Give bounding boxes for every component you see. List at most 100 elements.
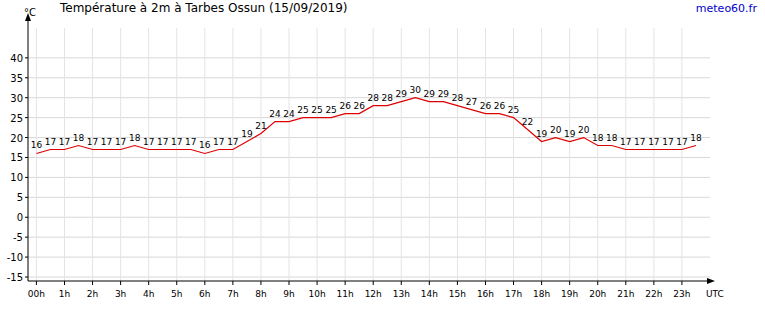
x-tick — [260, 281, 261, 285]
y-tick-label: 20 — [10, 133, 23, 144]
data-label: 27 — [466, 97, 477, 107]
y-axis — [28, 18, 29, 281]
x-grid — [120, 28, 121, 281]
x-tick-label: 8h — [255, 289, 266, 299]
y-grid — [28, 77, 710, 78]
x-grid — [457, 28, 458, 281]
y-tick-label: -10 — [7, 252, 23, 263]
x-axis — [28, 281, 710, 282]
y-grid — [28, 197, 710, 198]
y-tick-label: 30 — [10, 93, 23, 104]
data-label: 17 — [620, 137, 631, 147]
x-tick-label: 16h — [477, 289, 494, 299]
x-tick — [148, 281, 149, 285]
x-tick — [289, 281, 290, 285]
data-label: 18 — [73, 133, 85, 143]
data-label: 17 — [634, 137, 645, 147]
data-label: 30 — [410, 85, 422, 95]
x-tick-label: 14h — [421, 289, 438, 299]
title: Température à 2m à Tarbes Ossun (15/09/2… — [59, 1, 348, 15]
y-label: °C — [24, 7, 36, 18]
y-grid — [28, 237, 710, 238]
data-label: 17 — [213, 137, 224, 147]
x-grid — [232, 28, 233, 281]
y-grid — [28, 277, 710, 278]
data-label: 17 — [157, 137, 168, 147]
y-tick-label: -5 — [13, 232, 23, 243]
x-tick-label: 17h — [505, 289, 522, 299]
x-grid — [541, 28, 542, 281]
data-label: 17 — [45, 137, 56, 147]
x-axis-arrow — [707, 278, 715, 284]
data-label: 25 — [297, 105, 308, 115]
temperature-line — [36, 98, 696, 154]
x-tick — [681, 281, 682, 285]
x-tick — [541, 281, 542, 285]
x-tick-label: 10h — [309, 289, 326, 299]
data-label: 17 — [87, 137, 98, 147]
x-tick — [373, 281, 374, 285]
x-tick-label: 23h — [673, 289, 690, 299]
x-tick — [429, 281, 430, 285]
x-grid — [513, 28, 514, 281]
x-tick-label: 11h — [337, 289, 354, 299]
data-label: 28 — [452, 93, 464, 103]
data-label: 18 — [129, 133, 141, 143]
data-label: 29 — [396, 89, 408, 99]
x-tick-label: 19h — [561, 289, 578, 299]
data-label: 25 — [325, 105, 336, 115]
data-label: 19 — [241, 129, 253, 139]
data-label: 19 — [536, 129, 548, 139]
x-tick — [317, 281, 318, 285]
chart: -15-10-5051015202530354000h1h2h3h4h5h6h7… — [0, 0, 765, 320]
data-label: 22 — [522, 117, 533, 127]
x-tick-label: 2h — [87, 289, 98, 299]
data-label: 21 — [255, 121, 266, 131]
x-tick-label: 12h — [365, 289, 382, 299]
x-grid — [569, 28, 570, 281]
x-tick-label: 7h — [227, 289, 238, 299]
y-grid — [28, 117, 710, 118]
data-label: 24 — [269, 109, 281, 119]
x-tick-label: 1h — [59, 289, 70, 299]
x-tick — [92, 281, 93, 285]
data-label: 17 — [676, 137, 687, 147]
x-tick-label: 22h — [645, 289, 662, 299]
x-tick — [176, 281, 177, 285]
y-grid — [28, 157, 710, 158]
y-grid — [28, 257, 710, 258]
data-label: 20 — [550, 125, 562, 135]
y-tick-label: 25 — [10, 113, 23, 124]
data-label: 17 — [59, 137, 70, 147]
x-grid — [401, 28, 402, 281]
x-tick-label: 18h — [533, 289, 550, 299]
data-label: 18 — [606, 133, 618, 143]
x-tick — [36, 281, 37, 285]
x-grid — [345, 28, 346, 281]
y-tick-label: -15 — [7, 272, 23, 283]
y-tick-label: 35 — [10, 73, 23, 84]
x-grid — [625, 28, 626, 281]
x-grid — [36, 28, 37, 281]
background — [0, 0, 765, 320]
x-grid — [204, 28, 205, 281]
x-grid — [681, 28, 682, 281]
y-tick-label: 10 — [10, 172, 23, 183]
x-tick — [569, 281, 570, 285]
x-tick-label: 13h — [393, 289, 410, 299]
data-label: 25 — [311, 105, 322, 115]
x-tick — [204, 281, 205, 285]
x-grid — [148, 28, 149, 281]
x-grid — [176, 28, 177, 281]
x-grid — [653, 28, 654, 281]
x-grid — [373, 28, 374, 281]
y-grid — [28, 217, 710, 218]
x-tick-label: 9h — [283, 289, 294, 299]
data-label: 26 — [480, 101, 492, 111]
x-tick — [513, 281, 514, 285]
x-label: UTC — [706, 289, 724, 299]
data-label: 26 — [353, 101, 365, 111]
data-label: 17 — [185, 137, 196, 147]
x-tick — [653, 281, 654, 285]
data-label: 17 — [143, 137, 154, 147]
